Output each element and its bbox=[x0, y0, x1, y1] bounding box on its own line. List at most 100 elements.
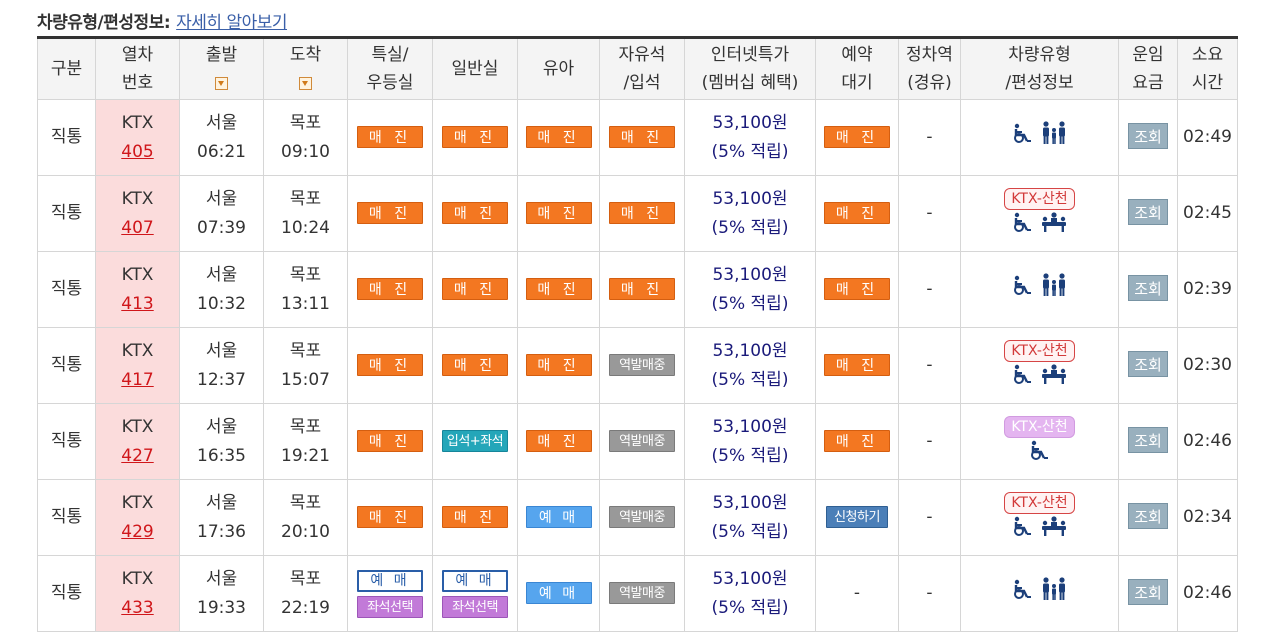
wheelchair-icon[interactable] bbox=[1012, 275, 1034, 305]
table-row: 직통 KTX 433 서울 19:33 목포 22:19 예 매 좌석선택 예 매 좌석선… bbox=[37, 555, 1238, 632]
train-no-link[interactable]: 427 bbox=[121, 445, 154, 466]
depart-cell: 서울 10:32 bbox=[179, 251, 264, 328]
train-no-link[interactable]: 417 bbox=[121, 369, 154, 390]
family-icon[interactable] bbox=[1040, 120, 1068, 155]
free-seat-button[interactable]: 역발매중 bbox=[609, 582, 675, 604]
train-no-link[interactable]: 407 bbox=[121, 217, 154, 238]
meeting-table-icon[interactable] bbox=[1040, 515, 1068, 547]
fare-lookup-button[interactable]: 조회 bbox=[1128, 579, 1168, 605]
free-seat-button[interactable]: 역발매중 bbox=[609, 506, 675, 528]
train-type: KTX bbox=[121, 188, 154, 209]
sort-icon[interactable] bbox=[215, 76, 228, 90]
infant-button[interactable]: 매 진 bbox=[525, 202, 592, 224]
waitlist-button[interactable]: 매 진 bbox=[824, 354, 890, 376]
sort-icon[interactable] bbox=[299, 76, 312, 90]
train-no-link[interactable]: 413 bbox=[121, 293, 154, 314]
price: 53,100원 bbox=[712, 188, 788, 209]
free-seat-button[interactable]: 매 진 bbox=[609, 202, 675, 224]
waitlist-button[interactable]: 신청하기 bbox=[826, 506, 888, 528]
fare-lookup-button[interactable]: 조회 bbox=[1128, 199, 1168, 225]
points: (5% 적립) bbox=[711, 597, 789, 618]
free-seat-button[interactable]: 역발매중 bbox=[609, 430, 675, 452]
train-no-link[interactable]: 429 bbox=[121, 521, 154, 542]
header-arrive[interactable]: 도착 bbox=[263, 37, 348, 100]
ktx-sancheon-badge: KTX-산천 bbox=[1004, 339, 1075, 362]
wheelchair-icon[interactable] bbox=[1012, 364, 1034, 394]
points: (5% 적립) bbox=[711, 445, 789, 466]
arrive-cell: 목포 15:07 bbox=[263, 327, 348, 404]
header-internet-fare: 인터넷특가 (멤버십 혜택) bbox=[684, 37, 816, 100]
fare-lookup-button[interactable]: 조회 bbox=[1128, 427, 1168, 453]
car-type-cell: KTX-산천 bbox=[960, 479, 1119, 556]
header-infant: 유아 bbox=[517, 37, 600, 100]
infant-button[interactable]: 매 진 bbox=[525, 430, 592, 452]
car-type-cell: KTX-산천 bbox=[960, 175, 1119, 252]
header-standard: 일반실 bbox=[432, 37, 518, 100]
header-fare: 운임 요금 bbox=[1118, 37, 1178, 100]
waitlist-button[interactable]: 매 진 bbox=[824, 126, 890, 148]
wheelchair-icon[interactable] bbox=[1029, 440, 1051, 470]
standard-button[interactable]: 예 매 bbox=[442, 569, 508, 592]
train-schedule-table: 구분 열차 번호 출발 도착 특실/우등실 일반실 유아 자유석/입석 인터넷특가… bbox=[37, 36, 1238, 632]
fare-cell: 조회 bbox=[1118, 175, 1178, 252]
first-class-button[interactable]: 매 진 bbox=[357, 354, 423, 376]
first-class-button[interactable]: 매 진 bbox=[357, 126, 423, 148]
first-class-button[interactable]: 매 진 bbox=[357, 278, 423, 300]
waitlist-button[interactable]: 매 진 bbox=[824, 430, 890, 452]
seat-select-button[interactable]: 좌석선택 bbox=[442, 595, 508, 618]
header-depart[interactable]: 출발 bbox=[179, 37, 264, 100]
fare-lookup-button[interactable]: 조회 bbox=[1128, 503, 1168, 529]
car-type-cell: KTX-산천 bbox=[960, 403, 1119, 480]
fare-lookup-button[interactable]: 조회 bbox=[1128, 351, 1168, 377]
waitlist-button[interactable]: 매 진 bbox=[824, 202, 890, 224]
first-class-button[interactable]: 매 진 bbox=[357, 506, 423, 528]
standard-button[interactable]: 매 진 bbox=[442, 506, 508, 528]
stops-cell: - bbox=[898, 479, 961, 556]
train-no-link[interactable]: 405 bbox=[121, 141, 154, 162]
duration-cell: 02:49 bbox=[1177, 99, 1238, 176]
arrive-cell: 목포 19:21 bbox=[263, 403, 348, 480]
category-cell: 직통 bbox=[37, 555, 96, 632]
arrive-cell: 목포 13:11 bbox=[263, 251, 348, 328]
fare-lookup-button[interactable]: 조회 bbox=[1128, 275, 1168, 301]
free-seat-button[interactable]: 매 진 bbox=[609, 126, 675, 148]
standard-button[interactable]: 매 진 bbox=[442, 202, 508, 224]
meeting-table-icon[interactable] bbox=[1040, 211, 1068, 243]
infant-button[interactable]: 예 매 bbox=[525, 506, 592, 528]
infant-button[interactable]: 매 진 bbox=[525, 354, 592, 376]
wheelchair-icon[interactable] bbox=[1012, 516, 1034, 546]
wheelchair-icon[interactable] bbox=[1012, 212, 1034, 242]
first-class-button[interactable]: 매 진 bbox=[357, 202, 423, 224]
standard-button[interactable]: 입석+좌석 bbox=[442, 430, 508, 452]
meeting-table-icon[interactable] bbox=[1040, 363, 1068, 395]
seat-select-button[interactable]: 좌석선택 bbox=[357, 595, 423, 618]
train-no-link[interactable]: 433 bbox=[121, 597, 154, 618]
wheelchair-icon[interactable] bbox=[1012, 579, 1034, 609]
first-class-cell: 매 진 bbox=[347, 99, 433, 176]
train-no-cell: KTX 413 bbox=[95, 251, 180, 328]
waitlist-button[interactable]: 매 진 bbox=[824, 278, 890, 300]
standard-button[interactable]: 매 진 bbox=[442, 278, 508, 300]
infant-button[interactable]: 예 매 bbox=[525, 582, 592, 604]
price: 53,100원 bbox=[712, 568, 788, 589]
car-type-cell: KTX-산천 bbox=[960, 327, 1119, 404]
free-seat-button[interactable]: 매 진 bbox=[609, 278, 675, 300]
header-duration: 소요 시간 bbox=[1177, 37, 1238, 100]
standard-button[interactable]: 매 진 bbox=[442, 126, 508, 148]
infant-cell: 매 진 bbox=[517, 403, 600, 480]
standard-button[interactable]: 매 진 bbox=[442, 354, 508, 376]
wheelchair-icon[interactable] bbox=[1012, 123, 1034, 153]
infant-button[interactable]: 매 진 bbox=[525, 278, 592, 300]
first-class-button[interactable]: 매 진 bbox=[357, 430, 423, 452]
fare-lookup-button[interactable]: 조회 bbox=[1128, 123, 1168, 149]
learn-more-link[interactable]: 자세히 알아보기 bbox=[176, 13, 288, 33]
waitlist-cell: 매 진 bbox=[815, 403, 899, 480]
stops-cell: - bbox=[898, 175, 961, 252]
family-icon[interactable] bbox=[1040, 576, 1068, 611]
first-class-button[interactable]: 예 매 bbox=[357, 569, 423, 592]
family-icon[interactable] bbox=[1040, 272, 1068, 307]
infant-button[interactable]: 매 진 bbox=[525, 126, 592, 148]
stops-cell: - bbox=[898, 251, 961, 328]
free-seat-button[interactable]: 역발매중 bbox=[609, 354, 675, 376]
